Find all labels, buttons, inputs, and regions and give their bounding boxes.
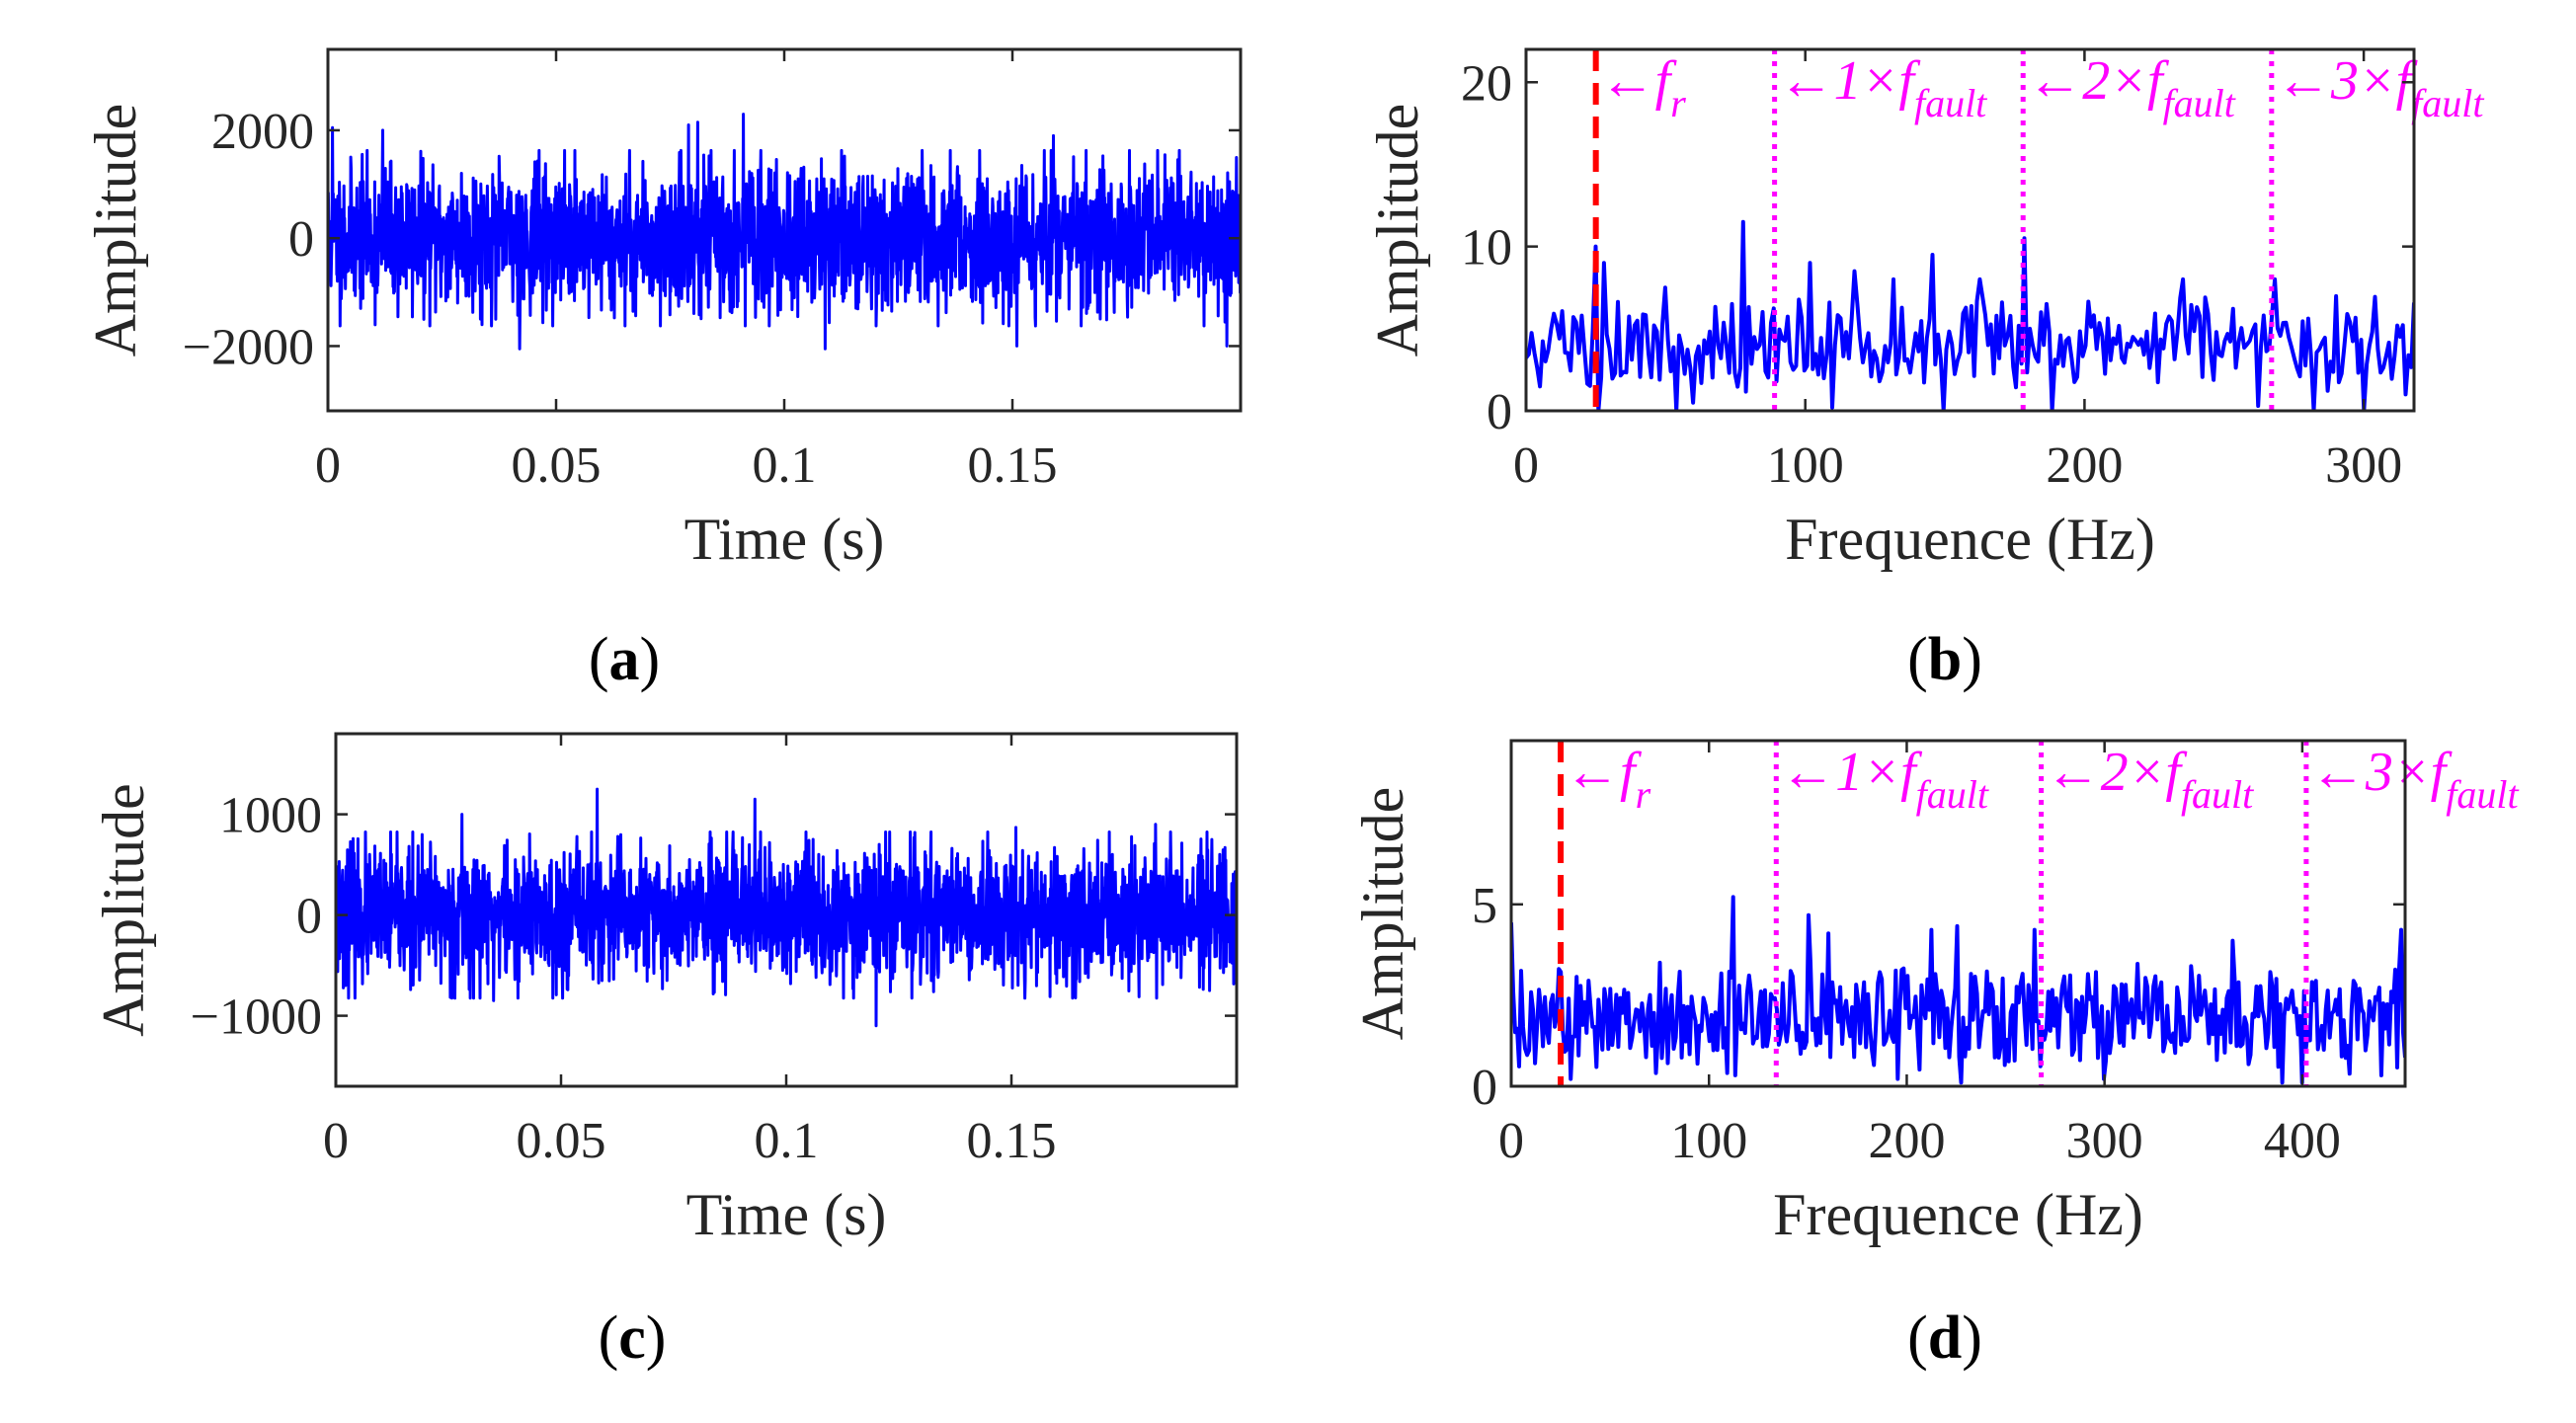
x-tick-label-c-3: 0.15 [967,1113,1057,1169]
panel-c: 0 0.05 0.1 0.15 −1000 0 1000 Time (s) Amplitude (… [91,732,1239,1372]
y-tick-label-a-2: 2000 [211,104,314,160]
y-axis-label-c: Amplitude [91,783,156,1037]
y-tick-label-a-1: 0 [288,211,314,268]
x-axis-label-b: Frequence (Hz) [1785,507,2155,572]
y-tick-label-b-1: 10 [1461,220,1512,277]
y-tick-label-b-2: 20 [1461,55,1512,112]
y-tick-label-c-2: 1000 [219,788,322,844]
panel-label-c: (c) [599,1304,667,1372]
marker-label-d-0: ←fr [1565,742,1651,817]
marker-label-b-2: ←2×ffault [2027,50,2236,125]
x-tick-label-b-3: 300 [2325,437,2402,494]
axes-box-d [1509,739,2407,1088]
x-tick-label-d-3: 300 [2066,1113,2143,1169]
x-axis-label-d: Frequence (Hz) [1773,1182,2143,1247]
axes-box-b [1524,47,2416,413]
marker-label-d-1: ←1×ffault [1780,742,1989,817]
x-tick-label-b-0: 0 [1513,437,1539,494]
x-tick-label-b-1: 100 [1767,437,1844,494]
y-tick-label-b-0: 0 [1487,384,1512,440]
x-tick-label-c-0: 0 [323,1113,349,1169]
marker-label-d-2: ←2×ffault [2046,742,2255,817]
x-axis-label-a: Time (s) [684,507,885,572]
y-tick-label-d-0: 0 [1472,1060,1497,1116]
y-axis-label-d: Amplitude [1350,787,1415,1041]
series-line-b [1526,219,2414,411]
panel-label-d: (d) [1907,1304,1982,1372]
x-tick-label-c-1: 0.05 [517,1113,606,1169]
marker-label-b-1: ←1×ffault [1779,50,1988,125]
panel-label-b: (b) [1907,626,1982,693]
x-tick-label-a-2: 0.1 [753,437,817,494]
x-tick-label-d-0: 0 [1498,1113,1524,1169]
y-tick-label-d-1: 5 [1472,878,1497,934]
series-line-d [1511,895,2405,1085]
x-tick-label-d-1: 100 [1670,1113,1747,1169]
y-tick-label-c-0: −1000 [191,989,322,1046]
x-tick-label-c-2: 0.1 [755,1113,819,1169]
x-axis-label-c: Time (s) [686,1182,887,1247]
y-tick-label-c-1: 0 [296,889,322,945]
x-tick-label-d-4: 400 [2264,1113,2341,1169]
marker-label-b-3: ←3×ffault [2276,50,2485,125]
panel-d: ←fr ←1×ffault ←2×ffault ←3×ffault 0 100 200 300… [1350,739,2520,1372]
marker-label-d-3: ←3×ffault [2310,742,2520,817]
y-tick-label-a-0: −2000 [183,319,314,375]
panel-label-a: (a) [589,626,660,693]
x-tick-label-d-2: 200 [1868,1113,1945,1169]
x-tick-label-a-1: 0.05 [512,437,602,494]
y-axis-label-a: Amplitude [83,104,148,357]
series-line-c [336,787,1237,1028]
x-tick-label-b-2: 200 [2046,437,2123,494]
y-axis-label-b: Amplitude [1365,104,1430,357]
x-tick-label-a-0: 0 [315,437,341,494]
panel-a: 0 0.05 0.1 0.15 −2000 0 2000 Time (s) Amplitude (… [83,47,1243,693]
x-tick-label-a-3: 0.15 [968,437,1058,494]
series-line-a [328,113,1241,351]
marker-label-b-0: ←fr [1600,50,1687,125]
